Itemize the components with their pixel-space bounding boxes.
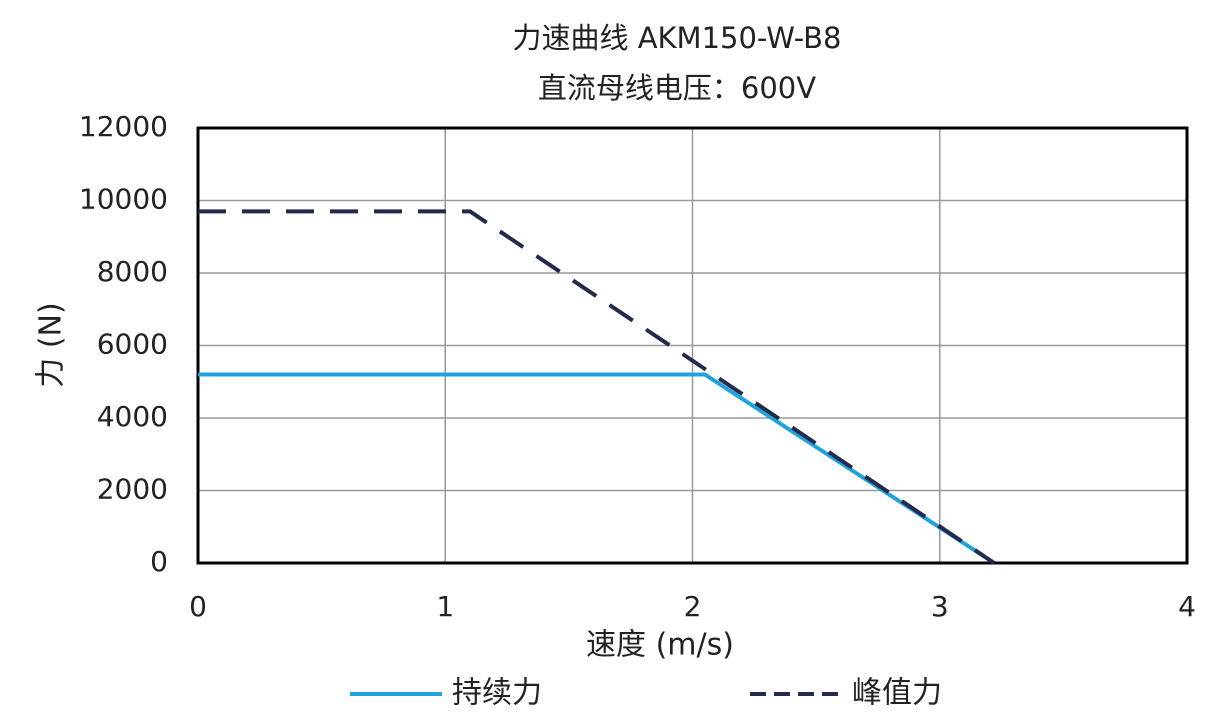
x-tick-label: 2 (684, 590, 702, 623)
y-tick-label: 10000 (79, 183, 168, 216)
chart-title: 力速曲线 AKM150-W-B8 (512, 21, 841, 55)
y-tick-label: 8000 (97, 255, 168, 288)
chart-subtitle: 直流母线电压：600V (538, 71, 816, 105)
x-tick-label: 3 (931, 590, 949, 623)
plot-border (196, 126, 1189, 565)
y-tick-label: 0 (150, 545, 168, 578)
series-line (198, 209, 996, 565)
series-line (198, 372, 996, 565)
y-axis-label: 力 (N) (34, 302, 69, 387)
y-tick-label: 6000 (97, 328, 168, 361)
legend-label: 持续力 (452, 676, 542, 711)
x-tick-label: 4 (1178, 590, 1196, 623)
x-tick-label: 1 (436, 590, 454, 623)
x-tick-label: 0 (189, 590, 207, 623)
y-tick-label: 4000 (97, 400, 168, 433)
y-tick-label: 2000 (97, 473, 168, 506)
x-axis-label: 速度 (m/s) (586, 628, 734, 663)
legend-label: 峰值力 (852, 676, 942, 711)
y-tick-label: 12000 (79, 110, 168, 143)
